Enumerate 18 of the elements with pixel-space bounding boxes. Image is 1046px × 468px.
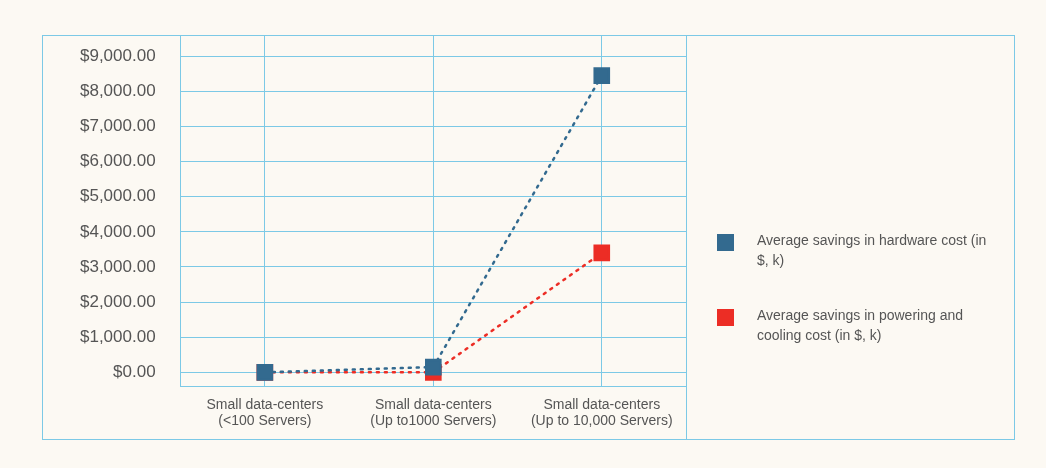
point — [424, 358, 442, 376]
y-tick-label: $4,000.00 — [79, 221, 156, 241]
y-tick-label: $1,000.00 — [79, 326, 156, 346]
y-tick-label: $3,000.00 — [79, 256, 156, 276]
x-tick-label: Small data-centers (Up to 10,000 Servers) — [530, 395, 673, 429]
x-tick-label: Small data-centers (<100 Servers) — [206, 395, 324, 429]
y-tick-label: $6,000.00 — [79, 151, 156, 171]
legend-label: Average savings in hardware cost (in $, k) — [756, 231, 987, 270]
legend-label: Average savings in powering and cooling cost (in $, k) — [756, 306, 964, 345]
y-tick-label: $9,000.00 — [79, 45, 156, 65]
y-tick-label: $0.00 — [113, 362, 156, 382]
y-tick-label: $8,000.00 — [79, 81, 156, 101]
point — [593, 244, 611, 262]
x-tick-label: Small data-centers (Up to1000 Servers) — [370, 395, 497, 429]
point — [593, 67, 611, 84]
y-tick-label: $7,000.00 — [79, 116, 156, 136]
y-tick-label: $2,000.00 — [79, 291, 156, 311]
y-tick-label: $5,000.00 — [79, 186, 156, 206]
